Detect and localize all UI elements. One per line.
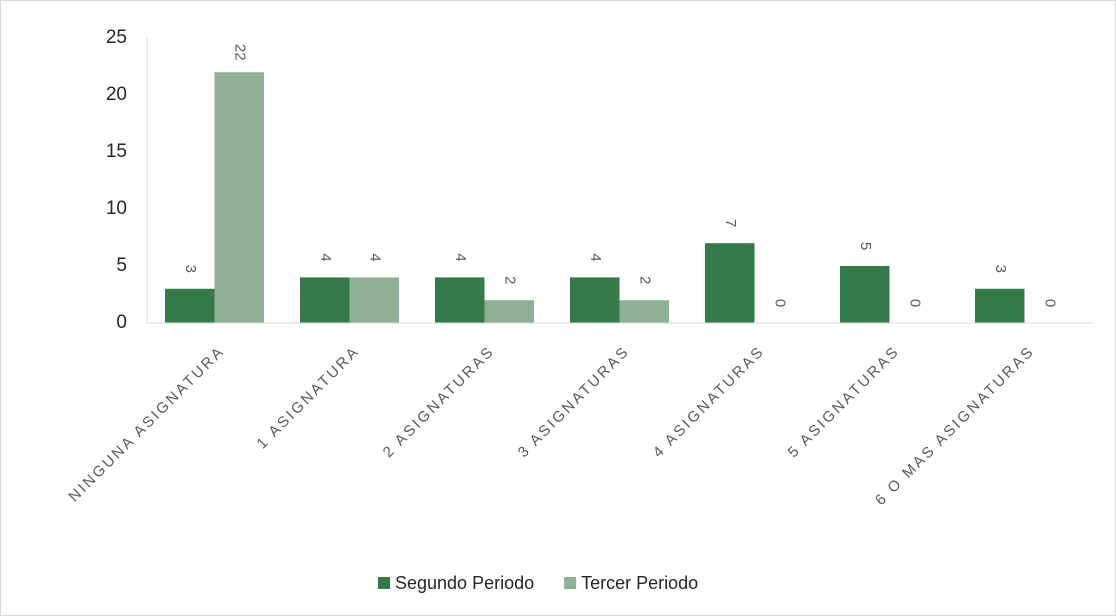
data-label: 3	[992, 265, 1009, 273]
data-label: 4	[587, 253, 604, 261]
bar	[300, 277, 350, 323]
data-label: 2	[501, 276, 518, 284]
bar	[214, 72, 264, 323]
y-tick-label: 25	[106, 27, 127, 48]
bar	[570, 277, 620, 323]
bar	[165, 288, 215, 323]
data-label: 4	[317, 253, 334, 261]
y-tick-label: 20	[106, 84, 127, 105]
data-label: 0	[1041, 299, 1058, 307]
data-label: 0	[906, 299, 923, 307]
data-label: 3	[182, 265, 199, 273]
bar	[435, 277, 485, 323]
bar	[975, 288, 1025, 323]
y-tick-label: 10	[106, 198, 127, 219]
bar	[619, 300, 669, 323]
data-label: 5	[857, 242, 874, 250]
bar	[840, 266, 890, 323]
legend-label: Tercer Periodo	[581, 573, 698, 593]
data-label: 4	[452, 253, 469, 261]
data-label: 2	[636, 276, 653, 284]
data-label: 22	[231, 44, 248, 61]
y-tick-label: 15	[106, 141, 127, 162]
bar	[349, 277, 399, 323]
data-label: 4	[366, 253, 383, 261]
data-label: 7	[722, 219, 739, 227]
bar	[484, 300, 534, 323]
data-label: 0	[771, 299, 788, 307]
bar	[705, 243, 755, 323]
legend-swatch	[378, 577, 390, 589]
y-tick-label: 0	[116, 312, 127, 333]
y-tick-label: 5	[116, 255, 127, 276]
legend-swatch	[564, 577, 577, 589]
legend-label: Segundo Periodo	[395, 573, 534, 593]
